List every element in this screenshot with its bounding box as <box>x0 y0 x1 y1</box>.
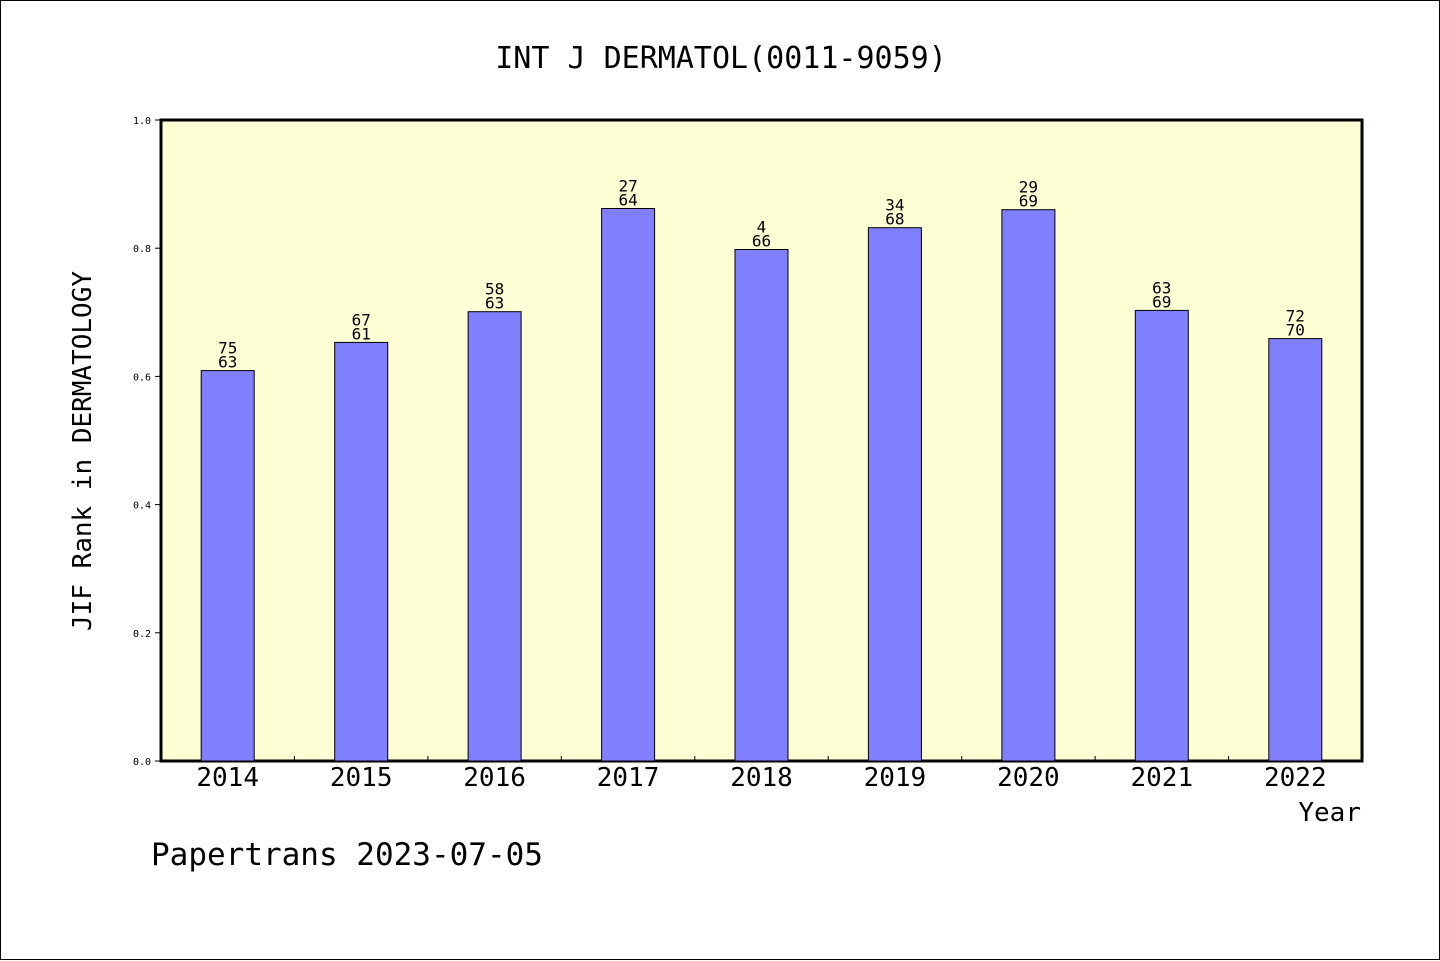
x-tick-label-2015: 2015 <box>330 763 393 793</box>
bar-2017 <box>601 208 656 762</box>
x-tick-label-2014: 2014 <box>196 763 259 793</box>
x-tick-label-2019: 2019 <box>864 763 927 793</box>
y-tick-label-0.6: 0.6 <box>133 372 151 383</box>
x-tick-label-2016: 2016 <box>463 763 526 793</box>
y-tick-label-0.4: 0.4 <box>133 501 151 512</box>
x-tick-label-2018: 2018 <box>730 763 793 793</box>
bar-label-2016-rank: 58 <box>485 280 504 299</box>
bar-label-2022-rank: 72 <box>1286 307 1305 326</box>
bar-2014 <box>200 370 255 762</box>
bar-2016 <box>467 311 522 762</box>
bar-2019 <box>867 227 922 762</box>
bar-label-2015-total: 61 <box>352 324 371 343</box>
bar-label-2019-total: 68 <box>885 210 904 229</box>
footer-credit: Papertrans 2023-07-05 <box>151 837 543 873</box>
bar-label-2021-rank: 63 <box>1152 278 1171 297</box>
bar-label-2019-rank: 34 <box>885 196 904 215</box>
bar-2020 <box>1001 209 1056 762</box>
bar-label-2020-rank: 29 <box>1019 178 1038 197</box>
bar-label-2017-total: 64 <box>618 191 637 210</box>
bar-2015 <box>334 341 389 762</box>
x-tick-label-2022: 2022 <box>1264 763 1327 793</box>
bar-label-2020-total: 69 <box>1019 192 1038 211</box>
x-axis-ticks: 2014 2015 2016 2017 2018 2019 2020 2021 2022 <box>196 756 1327 793</box>
bar-label-2014-rank: 75 <box>218 339 237 358</box>
y-tick-label-0.0: 0.0 <box>133 757 151 768</box>
bar-label-2018-rank: 4 <box>757 218 767 237</box>
bar-label-2016-total: 63 <box>485 294 504 313</box>
y-tick-label-0.8: 0.8 <box>133 244 151 255</box>
bars-group <box>200 208 1323 762</box>
bar-label-2017-rank: 27 <box>618 177 637 196</box>
x-tick-label-2020: 2020 <box>997 763 1060 793</box>
x-axis-label: Year <box>1298 798 1361 828</box>
y-axis-label: JIF Rank in DERMATOLOGY <box>68 271 98 631</box>
y-tick-label-0.2: 0.2 <box>133 629 151 640</box>
bar-label-2015-rank: 67 <box>352 310 371 329</box>
bar-label-2014-total: 63 <box>218 353 237 372</box>
x-tick-label-2017: 2017 <box>597 763 660 793</box>
bar-label-2018-total: 66 <box>752 232 771 251</box>
bar-2021 <box>1134 309 1189 762</box>
chart-title: INT J DERMATOL(0011-9059) <box>495 41 947 76</box>
x-tick-label-2021: 2021 <box>1130 763 1193 793</box>
y-axis-ticks: 0.0 0.2 0.4 0.6 0.8 1.0 <box>133 116 161 768</box>
y-tick-label-1.0: 1.0 <box>133 116 151 127</box>
bar-2018 <box>734 249 789 762</box>
bar-label-2021-total: 69 <box>1152 292 1171 311</box>
bar-2022 <box>1268 338 1323 762</box>
bar-label-2022-total: 70 <box>1286 321 1305 340</box>
